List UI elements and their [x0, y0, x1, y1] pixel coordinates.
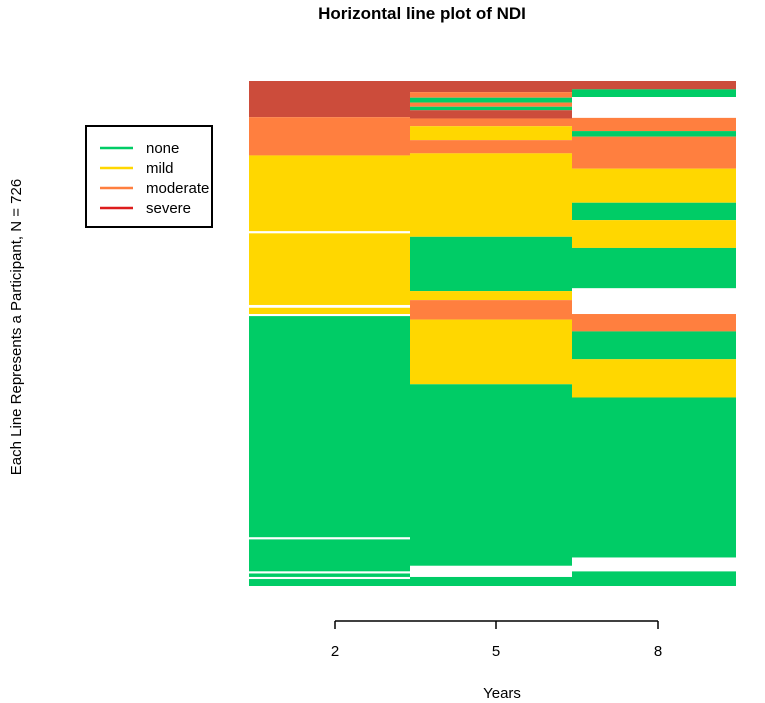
segment-year-8-none	[572, 397, 736, 558]
legend-label-mild: mild	[146, 160, 174, 177]
segment-year-8-mild	[572, 359, 736, 398]
x-axis: 2 5 8	[331, 620, 662, 660]
segment-year-8-missing	[572, 97, 736, 118]
segment-year-2-missing	[249, 576, 410, 580]
segment-year-5-missing	[410, 565, 572, 577]
segment-year-5-none	[410, 384, 572, 566]
segment-year-5-severe	[410, 81, 572, 93]
segment-year-5-mild	[410, 126, 572, 141]
segment-year-2-mild	[249, 307, 410, 315]
segment-year-5-moderate	[410, 140, 572, 154]
segment-year-8-missing	[572, 288, 736, 315]
segment-year-5-moderate	[410, 118, 572, 127]
segment-year-5-moderate	[410, 102, 572, 107]
segment-year-5-moderate	[410, 300, 572, 320]
y-axis-label: Each Line Represents a Participant, N = …	[8, 179, 25, 475]
segment-year-5-severe	[410, 110, 572, 119]
segment-year-2-missing	[249, 304, 410, 308]
segment-year-2-mild	[249, 233, 410, 305]
x-tick-label-2: 2	[331, 643, 339, 660]
segment-year-8-severe	[572, 81, 736, 90]
segment-year-8-moderate	[572, 136, 736, 169]
legend-label-none: none	[146, 140, 179, 157]
segment-year-2-missing	[249, 231, 410, 234]
segment-year-2-none	[249, 539, 410, 572]
segment-year-8-none	[572, 131, 736, 137]
segment-year-2-missing	[249, 537, 410, 540]
segment-year-8-none	[572, 89, 736, 97]
segment-year-8-none	[572, 202, 736, 221]
segment-year-2-severe	[249, 81, 410, 118]
x-tick-label-8: 8	[654, 643, 662, 660]
chart-title: Horizontal line plot of NDI	[318, 4, 526, 23]
segment-year-5-none	[410, 106, 572, 111]
legend-label-moderate: moderate	[146, 180, 209, 197]
legend: none mild moderate severe	[85, 125, 213, 228]
segment-year-2-none	[249, 579, 410, 586]
segment-year-8-none	[572, 247, 736, 289]
segment-year-8-moderate	[572, 117, 736, 132]
segment-year-5-none	[410, 97, 572, 103]
segment-year-8-mild	[572, 220, 736, 248]
plot-area	[249, 81, 736, 586]
segment-year-8-moderate	[572, 314, 736, 332]
segment-year-8-none	[572, 331, 736, 360]
segment-year-2-moderate	[249, 117, 410, 156]
segment-year-5-none	[410, 236, 572, 292]
x-axis-label: Years	[483, 685, 521, 702]
segment-year-5-moderate	[410, 92, 572, 98]
segment-year-2-mild	[249, 155, 410, 232]
segment-year-8-missing	[572, 557, 736, 572]
segment-year-5-mild	[410, 319, 572, 385]
segment-year-5-mild	[410, 291, 572, 301]
legend-box	[85, 125, 213, 228]
segment-year-2-missing	[249, 571, 410, 574]
segment-year-8-none	[572, 571, 736, 586]
segment-year-5-none	[410, 576, 572, 586]
segment-year-5-mild	[410, 153, 572, 237]
x-tick-label-5: 5	[492, 643, 500, 660]
segment-year-2-missing	[249, 314, 410, 317]
segment-year-2-none	[249, 316, 410, 538]
legend-label-severe: severe	[146, 200, 191, 217]
segment-year-8-mild	[572, 168, 736, 203]
segment-year-2-none	[249, 573, 410, 577]
